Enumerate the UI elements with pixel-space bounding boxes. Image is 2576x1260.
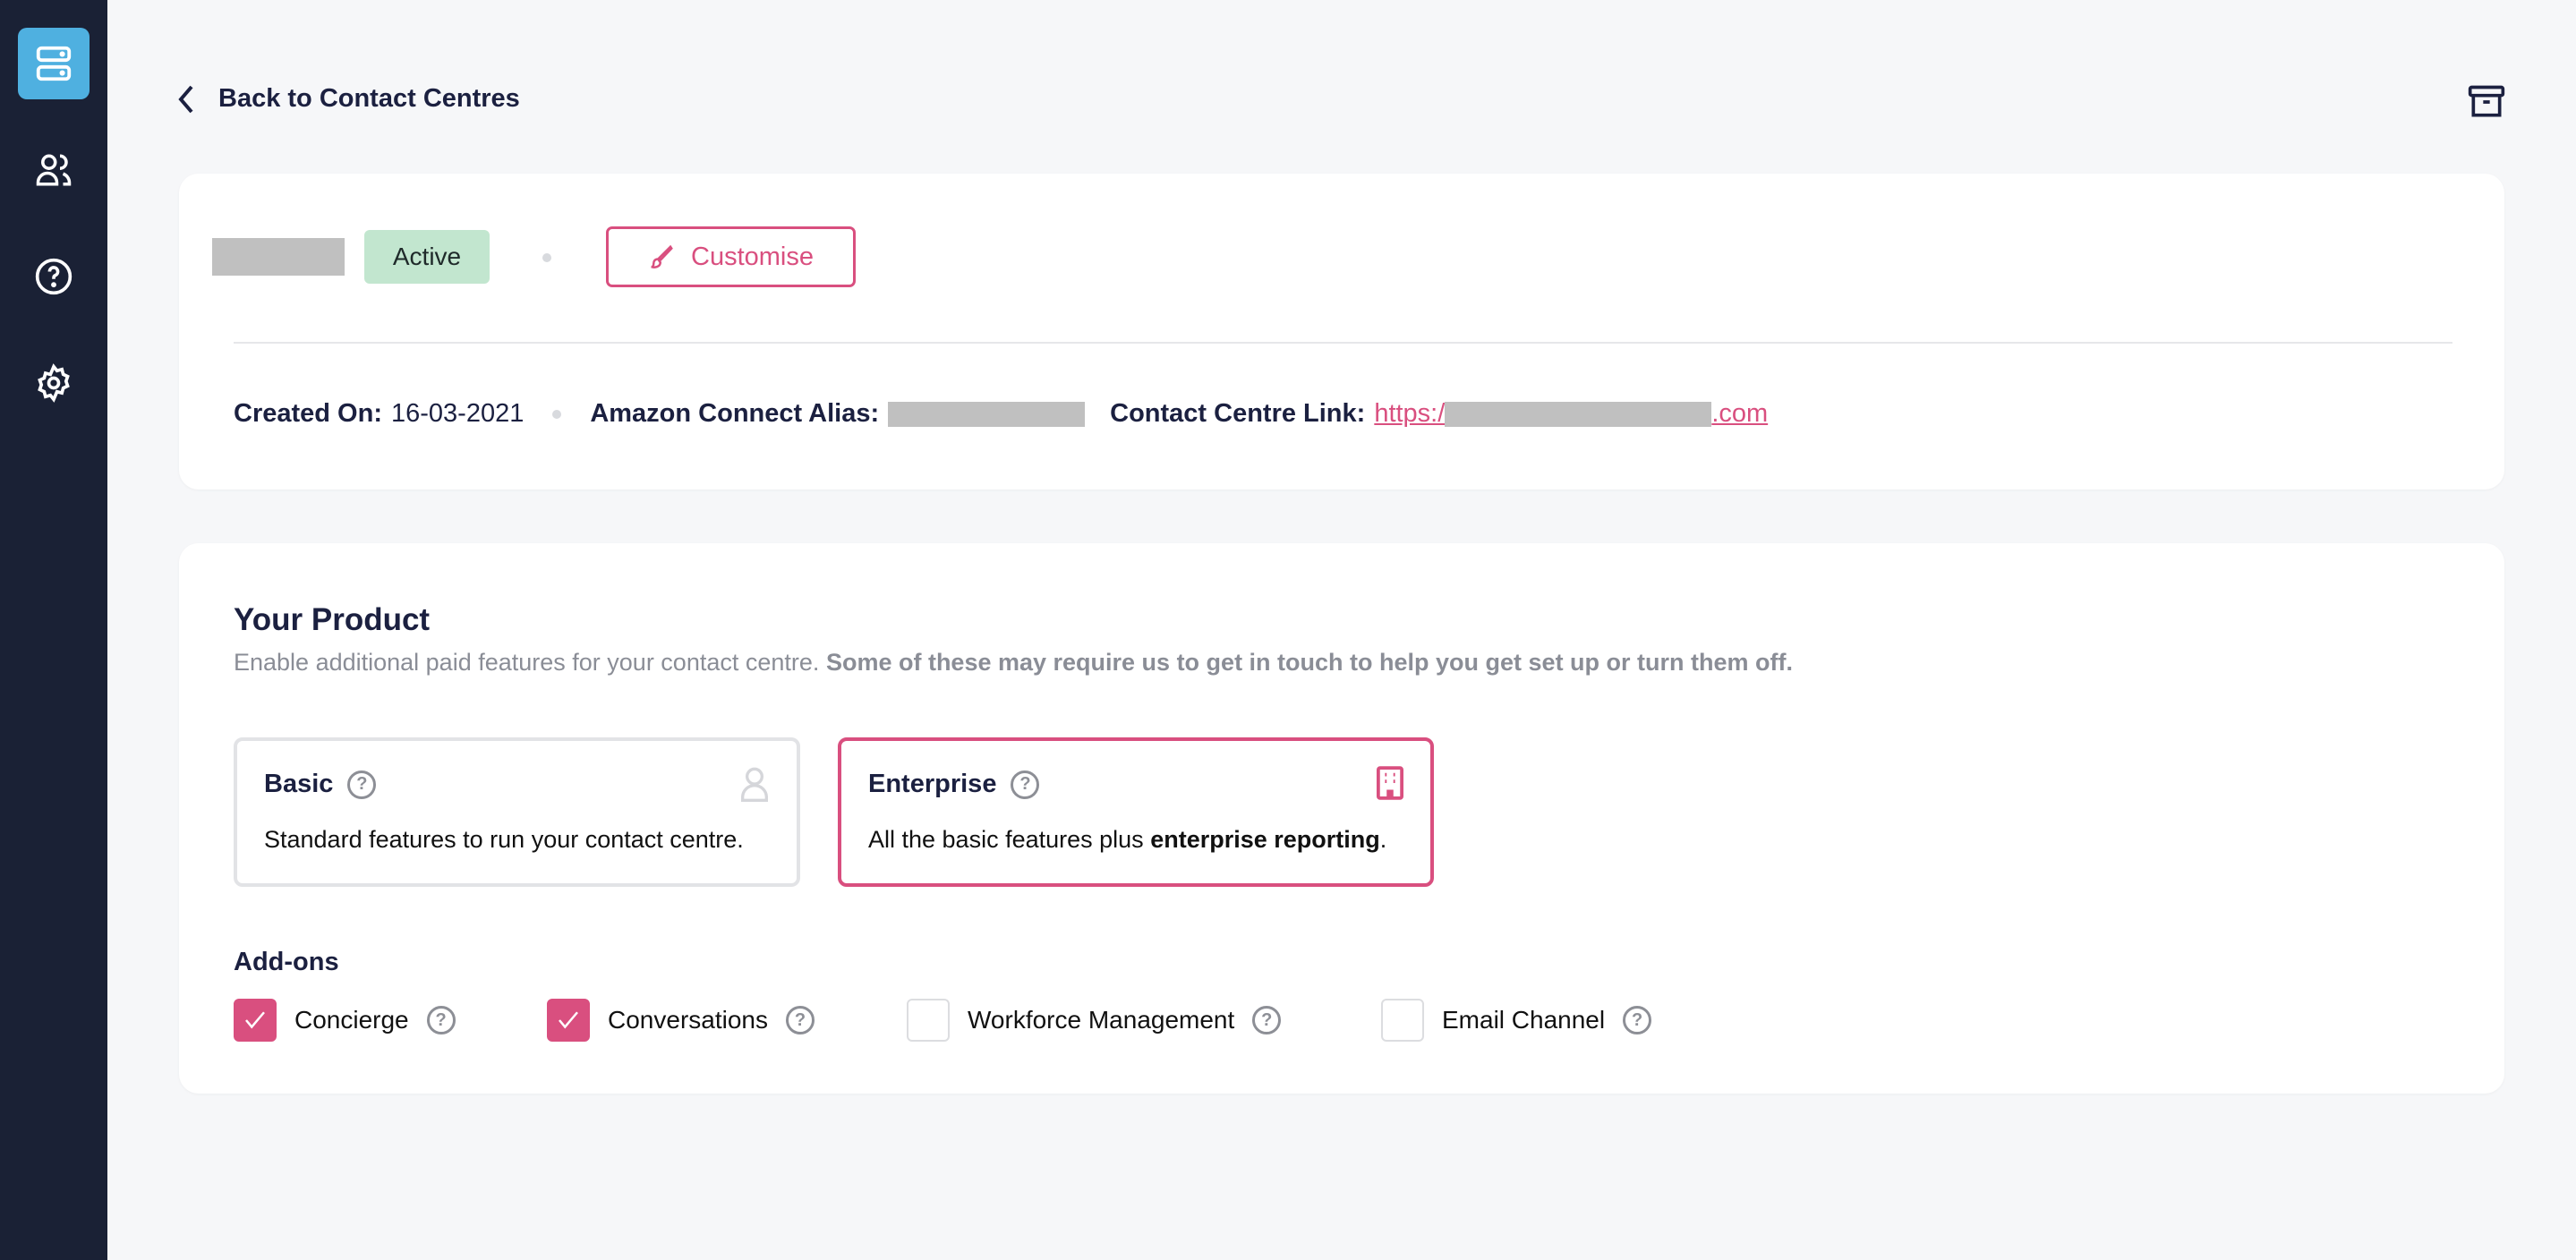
archive-button[interactable] — [2467, 82, 2506, 126]
server-icon — [36, 46, 72, 81]
alias-redacted — [888, 401, 1086, 427]
help-icon — [35, 258, 73, 295]
alias-label: Amazon Connect Alias: — [590, 399, 880, 428]
customise-button[interactable]: Customise — [606, 226, 856, 287]
link-suffix: .com — [1711, 399, 1769, 428]
help-icon[interactable]: ? — [1011, 770, 1040, 799]
back-label: Back to Contact Centres — [218, 84, 520, 113]
addon-concierge[interactable]: Concierge? — [234, 999, 456, 1042]
subtitle-text: Enable additional paid features for your… — [234, 649, 820, 676]
plan-desc: Standard features to run your contact ce… — [264, 826, 744, 853]
sidebar-item-help[interactable] — [18, 241, 90, 312]
plan-basic[interactable]: Basic? Standard features to run your con… — [234, 737, 800, 887]
plan-desc-end: . — [1379, 826, 1387, 853]
separator-dot — [552, 409, 562, 419]
sidebar-item-contact-centres[interactable] — [18, 28, 90, 99]
archive-icon — [2468, 85, 2505, 117]
status-badge: Active — [364, 230, 490, 284]
created-value: 16-03-2021 — [390, 399, 525, 428]
addon-label: Email Channel — [1442, 1006, 1606, 1034]
brush-icon — [651, 244, 673, 268]
contact-centre-summary-card: Active Customise Created On: 16-03-2021 … — [179, 174, 2504, 490]
chevron-left-icon — [178, 85, 193, 113]
separator-dot — [542, 253, 551, 262]
check-icon — [245, 1011, 265, 1029]
your-product-card: Your Product Enable additional paid feat… — [179, 543, 2504, 1094]
plan-name: Enterprise — [868, 770, 997, 798]
users-icon — [36, 154, 72, 186]
subtitle-bold: Some of these may require us to get in t… — [825, 649, 1794, 676]
sidebar — [0, 0, 107, 1260]
contact-centre-link[interactable]: https:/ .com — [1374, 399, 1768, 429]
divider — [234, 342, 2452, 344]
checkbox[interactable] — [1381, 999, 1424, 1042]
addon-label: Concierge — [294, 1006, 409, 1034]
name-redacted — [212, 238, 345, 276]
help-icon[interactable]: ? — [1623, 1006, 1652, 1034]
help-icon[interactable]: ? — [347, 770, 377, 799]
help-icon[interactable]: ? — [785, 1006, 815, 1034]
plan-desc: All the basic features plus enterprise r… — [868, 826, 1403, 854]
back-link[interactable]: Back to Contact Centres — [177, 84, 520, 114]
section-subtitle: Enable additional paid features for your… — [234, 649, 1793, 677]
building-icon — [1377, 766, 1403, 800]
addon-email-channel[interactable]: Email Channel? — [1381, 999, 1652, 1042]
user-icon — [741, 767, 768, 802]
check-icon — [559, 1011, 578, 1029]
addon-label: Workforce Management — [968, 1006, 1235, 1034]
checkbox[interactable] — [234, 999, 277, 1042]
section-title: Your Product — [234, 602, 431, 637]
addon-workforce-management[interactable]: Workforce Management? — [907, 999, 1282, 1042]
plan-desc-bold: enterprise reporting — [1150, 826, 1380, 853]
link-prefix: https:/ — [1374, 399, 1446, 428]
link-redacted — [1445, 401, 1712, 427]
checkbox[interactable] — [907, 999, 950, 1042]
plan-desc-text: All the basic features plus — [868, 826, 1144, 853]
help-icon[interactable]: ? — [426, 1006, 456, 1034]
plan-enterprise[interactable]: Enterprise? All the basic features plus … — [838, 737, 1434, 887]
meta-row: Created On: 16-03-2021 Amazon Connect Al… — [234, 399, 1768, 429]
sidebar-item-settings[interactable] — [18, 347, 90, 419]
created-label: Created On: — [234, 399, 382, 428]
sidebar-item-users[interactable] — [18, 134, 90, 206]
plan-name: Basic — [264, 770, 334, 798]
gear-icon — [38, 363, 70, 403]
link-label: Contact Centre Link: — [1110, 399, 1366, 428]
addons-title: Add-ons — [234, 948, 339, 976]
help-icon[interactable]: ? — [1252, 1006, 1282, 1034]
checkbox[interactable] — [547, 999, 590, 1042]
addon-label: Conversations — [608, 1006, 768, 1034]
customise-label: Customise — [691, 242, 814, 271]
addon-conversations[interactable]: Conversations? — [547, 999, 815, 1042]
